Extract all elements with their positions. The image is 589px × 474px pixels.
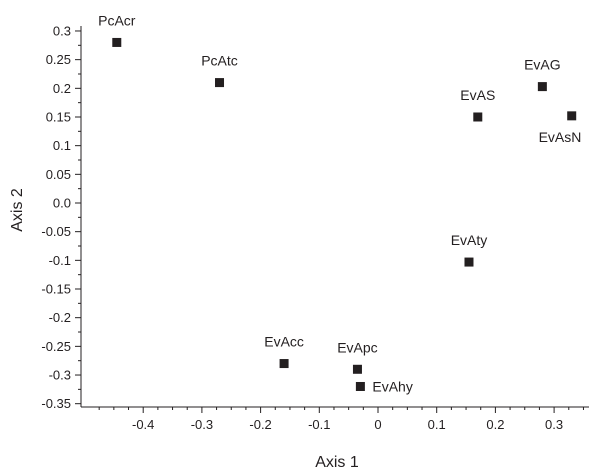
data-point-label: EvAsN [539,129,582,145]
y-tick-label: 0.15 [46,109,71,124]
data-point [355,381,365,391]
x-tick-label: 0.2 [486,417,504,432]
y-tick-label: 0.1 [53,138,71,153]
x-tick-label: 0.3 [545,417,563,432]
data-point-label: EvAty [451,232,488,248]
y-tick-label: -0.15 [41,282,71,297]
x-tick-label: -0.4 [132,417,154,432]
y-tick-label: 0.2 [53,81,71,96]
y-axis-title: Axis 2 [9,188,26,232]
x-tick-label: 0 [374,417,381,432]
data-points: PcAcr PcAtc EvAG EvAS EvAsN EvAty EvAcc EvApc Ev… [98,12,581,394]
data-point [112,37,122,47]
data-point [537,82,547,92]
y-axis: 0.3 0.25 0.2 0.15 0.1 0.05 0.0 -0.05 -0.1 -0.15 -0… [41,23,82,411]
data-point [473,112,483,122]
x-tick-label: -0.2 [249,417,271,432]
y-tick-label: -0.35 [41,396,71,411]
y-tick-label: -0.1 [49,253,71,268]
y-tick-label: -0.05 [41,224,71,239]
data-point [279,359,289,369]
data-point [215,78,225,88]
y-tick-label: -0.3 [49,368,71,383]
data-point [567,111,577,121]
y-tick-label: 0.25 [46,52,71,67]
x-tick-label: 0.1 [428,417,446,432]
data-point-label: EvApc [337,339,377,355]
x-tick-label: -0.3 [191,417,213,432]
data-point-label: PcAtc [201,53,238,69]
x-axis: -0.4 -0.3 -0.2 -0.1 0 0.1 0.2 0.3 [81,406,589,432]
data-point-label: PcAcr [98,12,136,28]
data-point-label: EvAcc [264,334,304,350]
x-tick-label: -0.1 [308,417,330,432]
data-point-label: EvAS [460,87,495,103]
y-tick-label: 0.05 [46,167,71,182]
data-point-label: EvAhy [372,378,412,394]
y-tick-label: -0.2 [49,310,71,325]
x-axis-title: Axis 1 [315,454,359,471]
data-point [464,257,474,267]
data-point [352,364,362,374]
data-point-label: EvAG [524,57,561,73]
y-tick-label: -0.25 [41,339,71,354]
y-tick-label: 0.0 [53,196,71,211]
y-tick-label: 0.3 [53,23,71,38]
